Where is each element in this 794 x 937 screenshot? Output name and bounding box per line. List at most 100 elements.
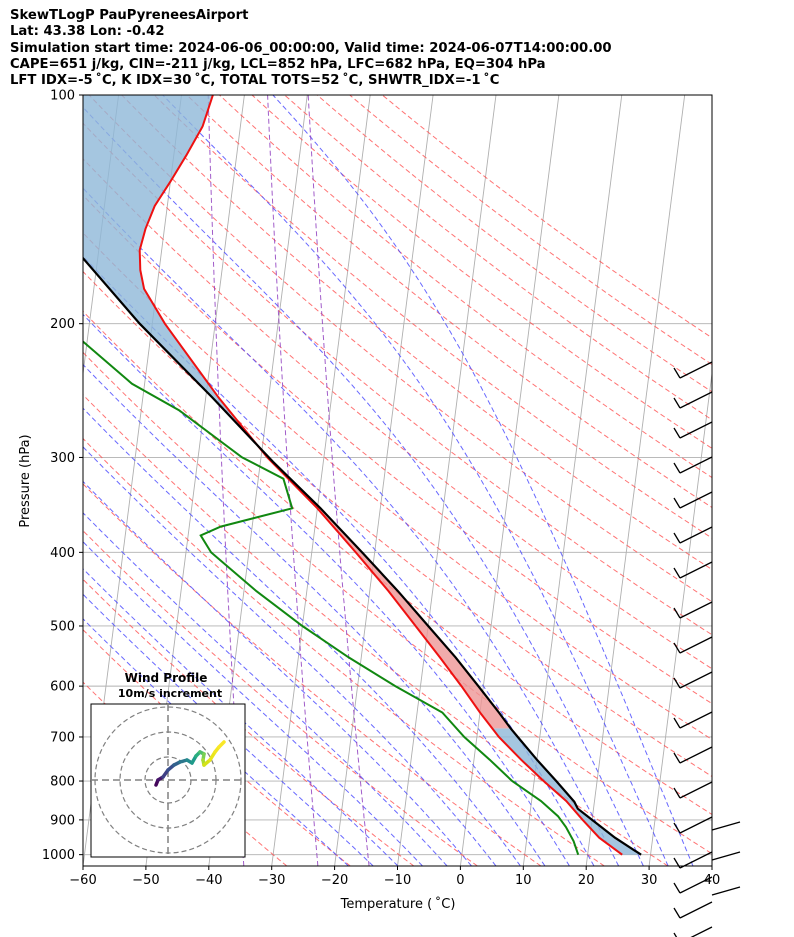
wind-barb xyxy=(673,526,713,544)
sounding-profiles xyxy=(83,95,642,856)
dry-adiabat xyxy=(88,95,712,603)
barb-flag xyxy=(673,607,681,619)
isotherm-line xyxy=(711,862,712,866)
wind-barb xyxy=(711,821,741,831)
dry-adiabat xyxy=(316,95,712,393)
barb-staff xyxy=(679,816,713,834)
y-tick-label: 500 xyxy=(50,619,75,634)
barb-flag xyxy=(673,642,681,654)
barb-flag xyxy=(673,787,681,799)
barb-staff xyxy=(679,636,713,654)
cin-fill xyxy=(492,728,642,855)
moist-adiabat xyxy=(83,593,374,866)
y-tick-label: 100 xyxy=(50,89,75,104)
barb-flag xyxy=(673,857,681,869)
wind-barb xyxy=(673,391,713,409)
barb-staff xyxy=(679,391,713,409)
x-tick-label: −50 xyxy=(132,873,159,888)
wind-barb xyxy=(673,851,713,869)
wind-barb xyxy=(673,876,713,894)
dry-adiabat xyxy=(83,530,478,866)
parcel-profile xyxy=(83,256,642,856)
y-tick-label: 900 xyxy=(50,813,75,828)
y-tick-label: 800 xyxy=(50,775,75,790)
barb-flag xyxy=(673,717,681,729)
isotherm-line xyxy=(585,95,686,866)
dry-adiabat xyxy=(83,394,669,866)
barb-flag xyxy=(673,462,681,474)
isotherm-line xyxy=(459,95,560,866)
barb-staff xyxy=(679,746,713,764)
moist-adiabat xyxy=(272,95,694,866)
wind-barb xyxy=(673,491,713,509)
isotherm-line xyxy=(271,95,371,866)
moist-adiabat xyxy=(83,512,448,866)
barb-staff xyxy=(679,361,713,379)
y-tick-label: 400 xyxy=(50,546,75,561)
dry-adiabat xyxy=(83,483,542,866)
wind-barb xyxy=(673,901,713,919)
isotherm-line xyxy=(648,370,712,866)
wind-barb xyxy=(673,601,713,619)
wind-barb xyxy=(673,926,713,937)
x-tick-label: −60 xyxy=(69,873,96,888)
barb-flag xyxy=(673,677,681,689)
temperature-profile xyxy=(138,95,623,856)
barb-staff xyxy=(711,821,741,831)
barb-staff xyxy=(679,526,713,544)
barb-staff xyxy=(679,711,713,729)
moist-adiabat xyxy=(83,313,570,866)
dry-adiabat xyxy=(83,310,712,816)
axes: −60 −50 −40 −30 −20 −10 0 10 20 30 40 1000 900 800 700… xyxy=(42,89,720,889)
barb-staff xyxy=(679,671,713,689)
x-tick-label: −30 xyxy=(258,873,285,888)
barb-staff xyxy=(679,781,713,799)
barb-flag xyxy=(673,907,681,919)
x-tick-label: −10 xyxy=(384,873,411,888)
isotherm-line xyxy=(522,95,623,866)
x-tick-label: 30 xyxy=(641,873,658,888)
dry-adiabat xyxy=(83,351,712,855)
wind-barb xyxy=(673,746,713,764)
barb-flag xyxy=(673,497,681,509)
barb-staff xyxy=(679,421,713,439)
moist-adiabat xyxy=(83,618,349,866)
moist-adiabat xyxy=(83,187,620,866)
moist-adiabat xyxy=(83,541,423,866)
inset-subtitle: 10m/s increment xyxy=(118,687,222,700)
location-line: Lat: 43.38 Lon: -0.42 xyxy=(10,24,165,40)
wind-barb xyxy=(673,421,713,439)
y-tick-label: 200 xyxy=(50,317,75,332)
barb-staff xyxy=(679,601,713,619)
barb-flag xyxy=(673,427,681,439)
barb-flag xyxy=(673,367,681,379)
hodograph-segment xyxy=(217,740,226,749)
wind-barb xyxy=(673,456,713,474)
cape-fill xyxy=(271,461,511,729)
y-tick-label: 1000 xyxy=(42,848,75,863)
dry-adiabat xyxy=(284,95,712,421)
time-line: Simulation start time: 2024-06-06_00:00:… xyxy=(10,40,612,56)
moist-adiabat xyxy=(83,568,399,866)
barb-staff xyxy=(679,491,713,509)
indices-line-1: CAPE=651 j/kg, CIN=-211 j/kg, LCL=852 hP… xyxy=(10,56,546,72)
wind-barb xyxy=(711,886,741,896)
dry-adiabat xyxy=(83,158,712,670)
x-tick-label: 0 xyxy=(456,873,464,888)
wind-barb xyxy=(673,671,713,689)
barb-flag xyxy=(673,397,681,409)
isotherm-line xyxy=(397,95,497,866)
barb-flag xyxy=(673,567,681,579)
cape-cin-fills xyxy=(83,95,642,855)
barb-staff xyxy=(679,561,713,579)
barb-staff xyxy=(679,876,713,894)
dry-adiabat xyxy=(186,95,712,509)
barb-staff xyxy=(711,886,741,896)
moist-adiabat xyxy=(83,363,546,866)
x-axis-label: Temperature ( ˚C) xyxy=(340,896,456,912)
barb-staff xyxy=(690,926,713,937)
moist-adiabat xyxy=(162,95,669,866)
moist-adiabat xyxy=(83,255,595,866)
wind-barb xyxy=(711,851,741,861)
